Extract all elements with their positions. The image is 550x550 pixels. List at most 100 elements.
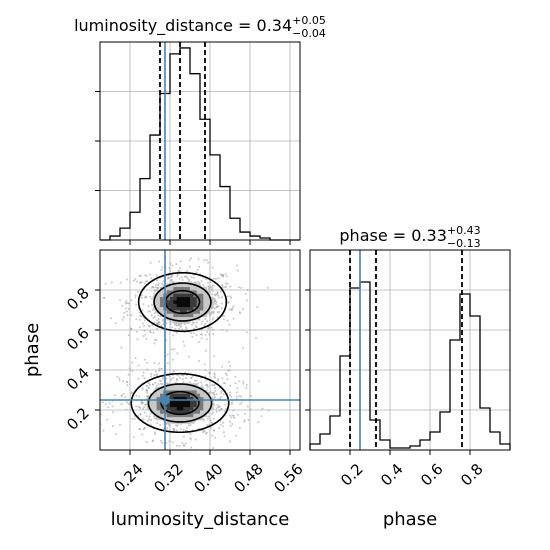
density-cell [203, 290, 208, 294]
density-cell [166, 420, 171, 424]
scatter-point [124, 302, 127, 305]
scatter-point [194, 325, 197, 328]
scatter-point [229, 394, 231, 396]
density-cell [176, 416, 181, 421]
scatter-point [228, 308, 231, 311]
scatter-point [138, 311, 141, 314]
scatter-point [182, 443, 185, 446]
scatter-ytick-label: 0.6 [63, 324, 93, 354]
scatter-point [104, 403, 107, 406]
scatter-point [94, 433, 96, 435]
density-cell [176, 393, 181, 398]
scatter-point [122, 316, 125, 319]
scatter-point [229, 384, 232, 387]
scatter-point [185, 276, 188, 279]
scatter-point [190, 276, 193, 279]
density-cell [206, 303, 211, 308]
density-cell [166, 386, 171, 391]
scatter-point [238, 380, 241, 383]
density-cell [166, 303, 171, 308]
scatter-point [215, 407, 218, 410]
density-cell [200, 393, 204, 398]
scatter-point [125, 408, 128, 411]
density-cell [173, 316, 178, 321]
density-cell [180, 400, 184, 404]
scatter-point [221, 284, 223, 286]
scatter-point [219, 396, 222, 398]
scatter-point [240, 401, 243, 404]
density-cell [193, 396, 198, 401]
scatter-point [266, 286, 269, 289]
scatter-point [232, 409, 235, 412]
density-cell [200, 410, 204, 414]
scatter-point [217, 296, 220, 299]
scatter-point [159, 424, 162, 426]
scatter-point [165, 459, 167, 461]
scatter-point [239, 312, 242, 315]
scatter-point [143, 406, 146, 409]
density-cell [156, 306, 161, 311]
density-cell [156, 413, 161, 418]
scatter-point [200, 384, 203, 387]
scatter-point [184, 442, 187, 445]
scatter-point [160, 268, 163, 271]
scatter-point [234, 375, 237, 378]
density-cell [166, 296, 171, 301]
density-cell [193, 300, 198, 304]
scatter-point [120, 394, 123, 397]
density-cell [153, 406, 158, 411]
density-cell [160, 410, 164, 414]
scatter-point [216, 379, 219, 382]
scatter-point [131, 369, 134, 372]
density-cell [196, 393, 201, 398]
density-cell [193, 296, 198, 301]
scatter-point [210, 311, 213, 314]
density-cell [160, 386, 164, 391]
scatter-point [222, 421, 225, 424]
scatter-point [160, 324, 163, 327]
scatter-point [200, 280, 203, 282]
density-cell [206, 406, 211, 411]
scatter-point [239, 403, 242, 406]
density-cell [170, 406, 174, 411]
scatter-point [182, 435, 185, 438]
density-cell [176, 310, 181, 314]
scatter-point [257, 421, 260, 424]
density-cell [203, 403, 208, 408]
scatter-point [149, 273, 151, 276]
scatter-point [136, 280, 138, 283]
scatter-point [169, 270, 172, 272]
density-cell [193, 303, 198, 308]
scatter-point [187, 424, 190, 427]
density-cell [190, 300, 194, 304]
density-cell [173, 416, 178, 421]
density-cell [190, 316, 194, 321]
density-cell [170, 313, 174, 318]
scatter-point [135, 405, 137, 408]
scatter-point [229, 421, 232, 423]
scatter-point [245, 299, 248, 302]
scatter-point [197, 382, 200, 385]
density-cell [173, 300, 178, 304]
density-cell [173, 406, 178, 411]
density-cell [190, 396, 194, 401]
scatter-point [165, 322, 168, 325]
scatter-point [161, 382, 164, 385]
scatter-point [245, 331, 248, 334]
scatter-point [169, 321, 172, 324]
density-cell [156, 410, 161, 414]
scatter-point [146, 280, 149, 283]
scatter-point [157, 383, 160, 386]
density-cell [193, 390, 198, 394]
scatter-point [213, 375, 216, 378]
scatter-point [126, 302, 129, 305]
scatter-point [114, 433, 117, 436]
density-cell [203, 303, 208, 308]
scatter-point [237, 286, 240, 289]
density-cell [170, 416, 174, 421]
scatter-point [134, 294, 137, 297]
scatter-xtick-label: 0.40 [190, 460, 226, 496]
scatter-point [205, 259, 208, 262]
scatter-point [187, 280, 190, 283]
scatter-point [182, 340, 185, 343]
